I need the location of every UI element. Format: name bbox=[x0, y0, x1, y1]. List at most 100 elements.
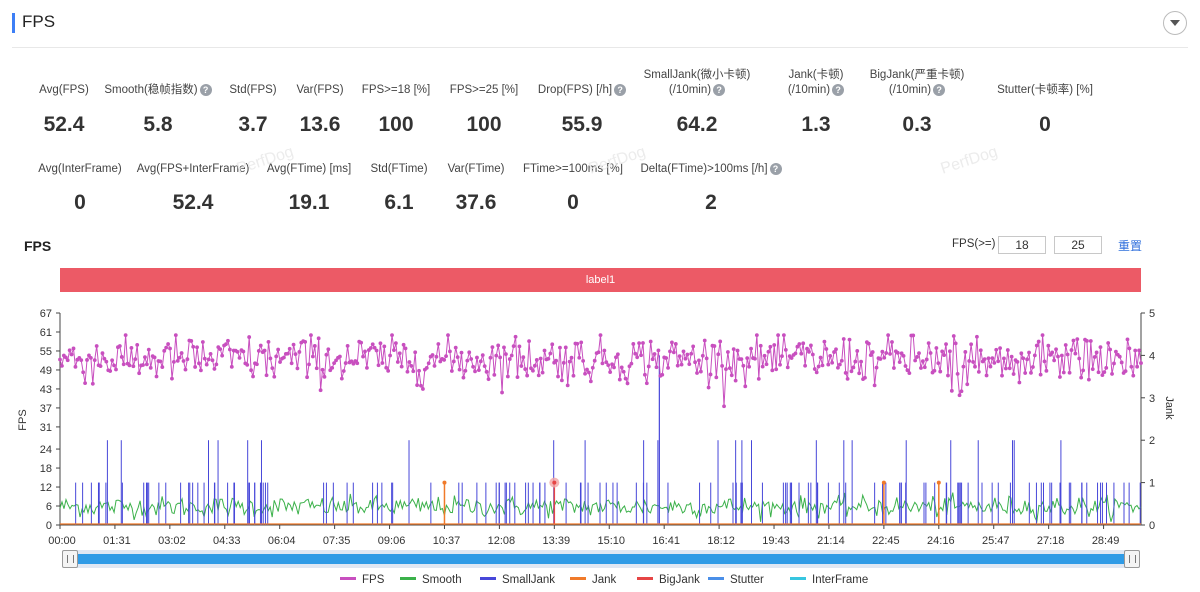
fps-point bbox=[1073, 351, 1078, 356]
fps-point bbox=[724, 367, 728, 372]
fps-chart[interactable]: 0612182431374349556167012345FPSJank00:00… bbox=[0, 296, 1200, 574]
fps-point bbox=[801, 341, 806, 346]
legend-item-smooth[interactable]: Smooth bbox=[400, 574, 462, 586]
fps-point bbox=[133, 357, 138, 361]
fps-point bbox=[727, 366, 732, 371]
fps-point bbox=[224, 342, 228, 347]
fps-point bbox=[588, 379, 593, 384]
slider-handle-left[interactable] bbox=[62, 550, 78, 568]
metric-label-text: Var(FPS) bbox=[296, 84, 344, 96]
x-tick-label: 00:00 bbox=[48, 535, 76, 547]
legend-item-jank[interactable]: Jank bbox=[570, 574, 616, 586]
help-icon[interactable]: ? bbox=[933, 83, 946, 96]
fps-point bbox=[384, 365, 389, 370]
fps-point bbox=[1112, 361, 1116, 366]
fps-point bbox=[836, 365, 840, 370]
fps-point bbox=[920, 359, 925, 364]
legend-item-interframe[interactable]: InterFrame bbox=[790, 574, 868, 586]
fps-point bbox=[330, 365, 335, 370]
fps-point bbox=[1000, 373, 1004, 378]
fps-point bbox=[297, 350, 302, 354]
fps-point bbox=[1102, 370, 1107, 375]
fps-point bbox=[575, 341, 580, 346]
fps-point bbox=[959, 389, 964, 394]
fps-point bbox=[961, 364, 966, 369]
fps-point bbox=[81, 370, 86, 375]
fps-point bbox=[851, 365, 856, 370]
help-icon[interactable]: ? bbox=[614, 83, 627, 96]
fps-threshold-input-1[interactable]: 18 bbox=[998, 236, 1046, 254]
fps-point bbox=[698, 369, 703, 374]
fps-point bbox=[1011, 372, 1016, 376]
fps-point bbox=[619, 365, 624, 370]
fps-point bbox=[1017, 380, 1022, 385]
metric-value: 100 bbox=[466, 113, 502, 136]
fps-point bbox=[1029, 370, 1033, 375]
fps-point bbox=[579, 340, 584, 345]
fps-point bbox=[492, 372, 497, 377]
fps-point bbox=[382, 344, 387, 349]
legend-label: SmallJank bbox=[502, 574, 556, 586]
fps-point bbox=[938, 369, 943, 374]
y-tick-label-left: 61 bbox=[40, 327, 52, 339]
help-icon[interactable]: ? bbox=[769, 162, 782, 175]
fps-point bbox=[270, 366, 275, 371]
fps-point bbox=[986, 356, 991, 361]
fps-point bbox=[753, 356, 757, 361]
fps-point bbox=[1110, 372, 1114, 376]
legend-item-fps[interactable]: FPS bbox=[340, 574, 384, 586]
time-range-selection[interactable] bbox=[70, 554, 1132, 564]
metric-label: FTime>=100ms [%] bbox=[488, 162, 658, 177]
fps-point bbox=[507, 357, 512, 361]
fps-point bbox=[380, 361, 385, 365]
metric-label-unit: (/10min) bbox=[787, 84, 831, 96]
fps-point bbox=[621, 369, 626, 374]
fps-point bbox=[691, 344, 696, 349]
metric-label-text: Avg(FPS+InterFrame) bbox=[136, 163, 250, 175]
metric-value: 0 bbox=[1039, 113, 1051, 136]
help-icon[interactable]: ? bbox=[832, 83, 845, 96]
fps-point bbox=[303, 340, 308, 344]
fps-point bbox=[826, 362, 831, 367]
metric-value: 0 bbox=[567, 191, 579, 214]
fps-point bbox=[1027, 350, 1031, 355]
fps-point bbox=[241, 349, 246, 354]
fps-point bbox=[785, 365, 790, 370]
fps-point bbox=[729, 373, 734, 378]
slider-handle-right[interactable] bbox=[1124, 550, 1140, 568]
fps-point bbox=[361, 354, 365, 359]
help-icon[interactable]: ? bbox=[713, 83, 726, 96]
fps-threshold-input-2[interactable]: 25 bbox=[1054, 236, 1102, 254]
fps-point bbox=[1135, 364, 1140, 369]
fps-point bbox=[1067, 370, 1072, 375]
fps-point bbox=[664, 356, 669, 360]
metric-label: Delta(FTime)>100ms [/h]? bbox=[626, 162, 796, 177]
legend-item-stutter[interactable]: Stutter bbox=[708, 574, 764, 586]
fps-point bbox=[249, 368, 254, 373]
fps-point bbox=[419, 383, 423, 388]
collapse-toggle-button[interactable] bbox=[1163, 11, 1187, 35]
reset-link[interactable]: 重置 bbox=[1118, 239, 1143, 253]
label-bar[interactable]: label1 bbox=[60, 268, 1141, 292]
fps-point bbox=[1114, 349, 1118, 354]
fps-point bbox=[307, 362, 311, 367]
fps-point bbox=[85, 358, 89, 362]
legend-item-bigjank[interactable]: BigJank bbox=[637, 574, 700, 586]
fps-point bbox=[498, 355, 503, 360]
fps-point bbox=[679, 362, 684, 367]
fps-point bbox=[289, 361, 294, 366]
fps-point bbox=[936, 361, 941, 366]
legend-item-smalljank[interactable]: SmallJank bbox=[480, 574, 555, 586]
y-tick-label-left: 0 bbox=[46, 520, 52, 532]
fps-point bbox=[1031, 365, 1035, 369]
help-icon[interactable]: ? bbox=[199, 83, 212, 96]
fps-point bbox=[517, 344, 522, 349]
fps-point bbox=[868, 353, 873, 358]
fps-point bbox=[1100, 373, 1105, 377]
fps-point bbox=[623, 376, 628, 381]
time-range-slider[interactable] bbox=[62, 550, 1140, 568]
y-tick-label-left: 18 bbox=[40, 463, 52, 475]
fps-point bbox=[1050, 350, 1055, 355]
fps-point bbox=[395, 360, 400, 364]
fps-point bbox=[955, 371, 960, 376]
